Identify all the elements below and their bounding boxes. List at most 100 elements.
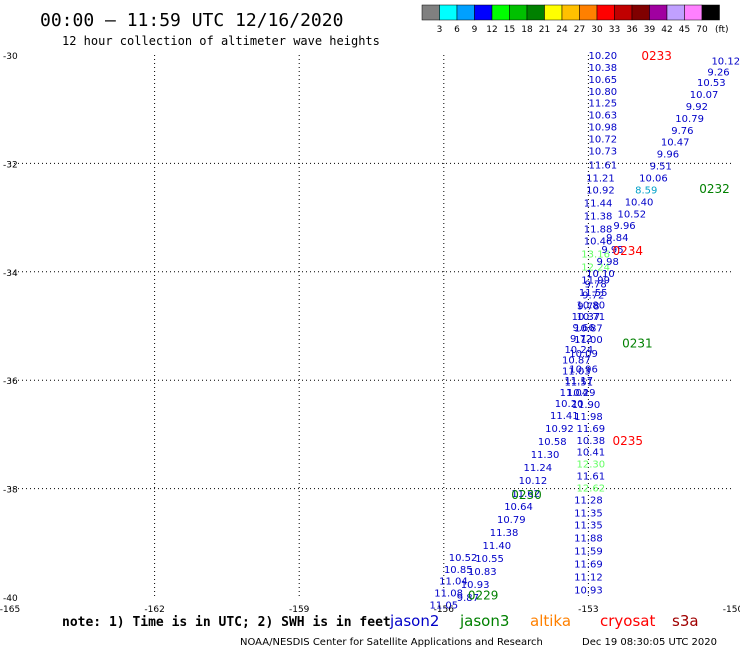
swh-value: 11.04 [560,388,589,399]
swh-value: 10.37 [572,312,601,323]
swh-value: 10.24 [564,345,593,356]
swh-value: 11.04 [439,577,468,588]
colorbar-swatch [561,4,580,21]
swh-value: 10.92 [545,424,574,435]
swh-value: 11.44 [584,198,613,209]
pass-time-label: 0232 [699,182,730,196]
swh-value: 10.63 [589,111,618,122]
swh-value: 11.55 [579,288,608,299]
colorbar-swatch [614,4,633,21]
swh-value: 10.55 [475,554,504,565]
swh-value: 11.03 [562,366,591,377]
swh-value: 11.88 [584,224,613,235]
swh-value: 11.51 [564,377,593,388]
swh-value: 11.90 [572,400,601,411]
swh-value: 10.12 [711,56,740,67]
swh-value: 11.62 [511,489,540,500]
mission-legend: jason2 jason3 altika cryosat s3a [389,612,699,630]
swh-value: 10.07 [690,90,719,101]
swh-value: 10.93 [574,585,603,596]
swh-value: 11.30 [531,450,560,461]
colorbar-swatch [526,4,545,21]
colorbar-label: 3 [437,25,443,35]
swh-value: 11.00 [574,335,603,346]
colorbar-label: 42 [661,25,672,35]
swh-value: 11.28 [574,495,603,506]
swh-value: 11.24 [523,463,552,474]
colorbar-swatch [579,4,598,21]
swh-value: 10.79 [497,515,526,526]
chart-title: 00:00 – 11:59 UTC 12/16/2020 [40,10,343,31]
swh-value: 11.12 [574,572,603,583]
swh-value: 10.96 [569,364,598,375]
swh-value: 11.61 [576,472,605,483]
swh-value: 10.29 [567,388,596,399]
swh-value: 9.95 [601,245,623,256]
colorbar-swatch [596,4,615,21]
swh-measurements: 10.2010.3810.6510.8011.2510.6310.9810.72… [429,51,740,612]
swh-value: 9.76 [671,126,693,137]
colorbar-swatch [456,4,475,21]
swh-value: 9.66 [572,323,594,334]
y-tick-label: -36 [3,377,18,387]
swh-value: 12.30 [576,460,605,471]
swh-value: 10.38 [589,63,618,74]
swh-value: 10.46 [584,236,613,247]
swh-value: 10.98 [589,123,618,134]
swh-value: 9.72 [570,334,592,345]
mission-label: jason2 [389,612,439,630]
x-tick-label: -159 [289,605,310,615]
colorbar-swatch [649,4,668,21]
swh-value: 10.85 [444,565,473,576]
y-tick-label: -34 [3,269,18,279]
swh-value: 9.84 [606,233,628,244]
swh-value: 9.96 [613,221,635,232]
swh-value: 11.38 [490,528,519,539]
swh-value: 10.47 [661,138,690,149]
swh-value: 11.25 [589,99,618,110]
colorbar-label: 70 [696,25,708,35]
colorbar-label: 30 [591,25,603,35]
colorbar-swatch [631,4,650,21]
swh-value: 10.64 [504,502,533,513]
swh-value: 10.73 [589,146,618,157]
swh-value: 10.71 [576,312,605,323]
swh-value: 10.40 [625,197,654,208]
chart-subtitle: 12 hour collection of altimeter wave hei… [62,34,380,48]
x-tick-label: -150 [723,605,740,615]
swh-value: 10.80 [589,87,618,98]
swh-value: 11.99 [581,275,610,286]
swh-value: 11.61 [589,160,618,171]
x-tick-label: -165 [0,605,20,615]
swh-value: 10.12 [519,476,548,487]
swh-value: 11.35 [574,508,603,519]
pass-time-label: 0229 [468,588,499,602]
swh-value: 10.83 [468,567,497,578]
swh-value: 10.79 [675,114,704,125]
colorbar-label: 12 [486,25,497,35]
colorbar-label: 33 [609,25,620,35]
colorbar-swatch [421,4,440,21]
swh-value: 10.92 [586,185,615,196]
swh-value: 9.26 [707,67,729,78]
swh-value: 10.87 [562,356,591,367]
swh-value: 10.58 [538,437,567,448]
swh-value: 10.53 [697,78,726,89]
mission-label: altika [530,612,571,630]
mission-label: s3a [672,612,699,630]
colorbar-label: 21 [539,25,550,35]
swh-value: 12.62 [576,484,605,495]
colorbar-swatch [544,4,563,21]
swh-value: 10.80 [576,300,605,311]
swh-value: 9.78 [584,280,606,291]
pass-time-label: 0235 [613,434,644,448]
colorbar-label: 9 [472,25,478,35]
timestamp-text: Dec 19 08:30:05 UTC 2020 [582,637,717,648]
swh-value: 11.98 [574,412,603,423]
colorbar-swatch [684,4,703,21]
swh-value: 11.21 [586,173,615,184]
swh-value: 13.16 [581,249,610,260]
swh-value: 11.59 [574,546,603,557]
colorbar-swatch [701,4,720,21]
